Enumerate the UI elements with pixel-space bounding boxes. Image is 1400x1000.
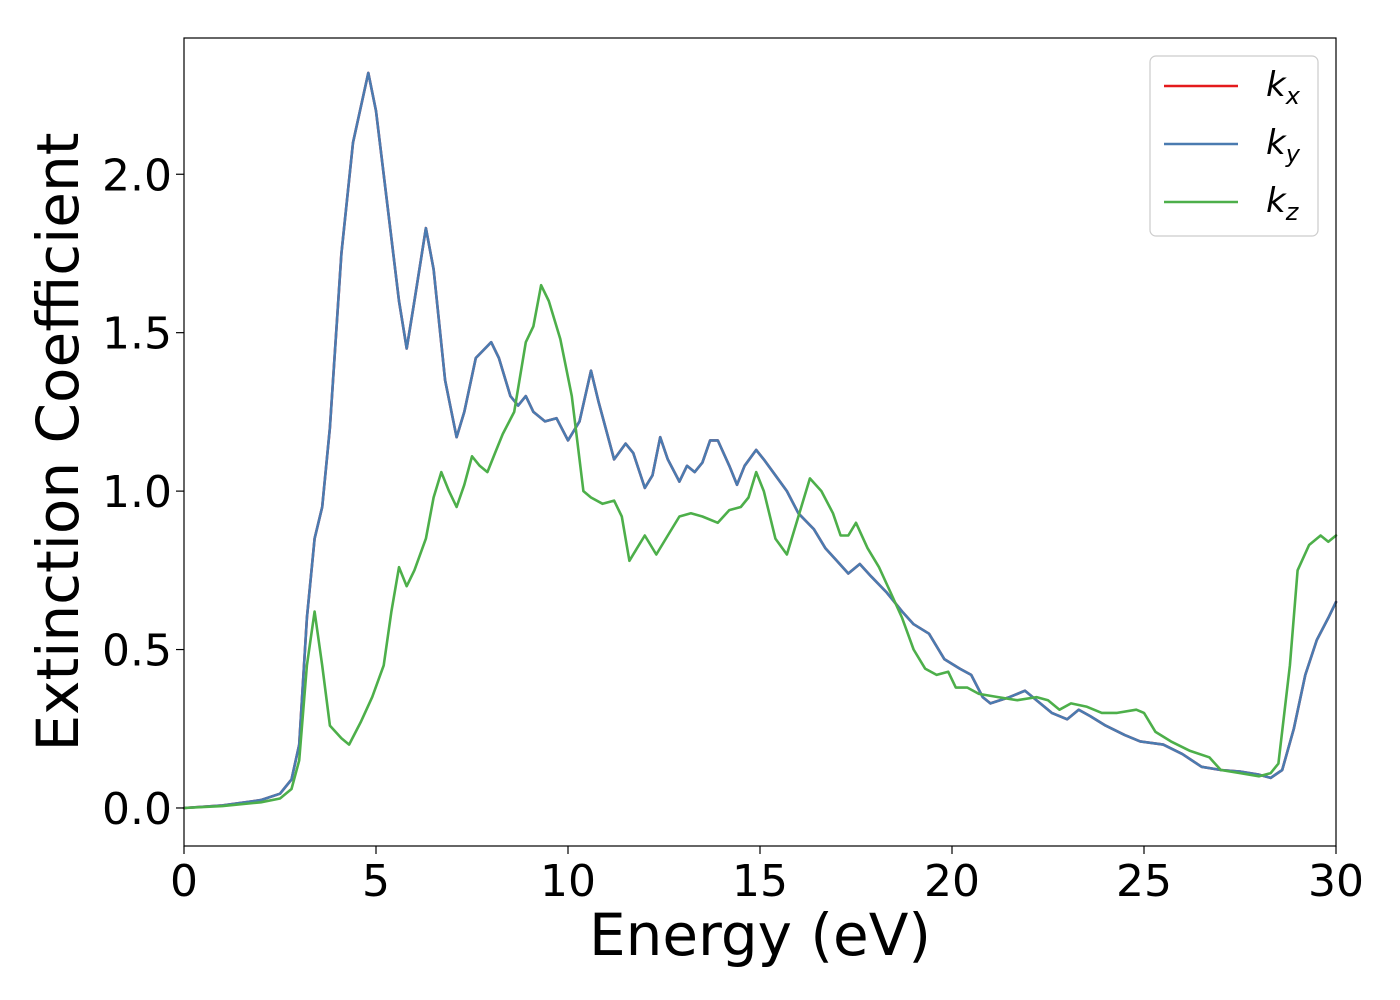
legend-label-kz: kz [1266, 181, 1300, 226]
x-ticks: 0 5 10 15 20 25 30 [170, 846, 1364, 907]
y-tick-label: 2.0 [102, 150, 172, 201]
y-tick-label: 1.0 [102, 467, 172, 518]
x-tick-label: 30 [1308, 856, 1364, 907]
x-tick-label: 5 [362, 856, 390, 907]
x-tick-label: 10 [540, 856, 596, 907]
y-ticks: 0.0 0.5 1.0 1.5 2.0 [102, 150, 184, 835]
y-axis-label: Extinction Coefficient [24, 133, 92, 752]
y-tick-label: 0.0 [102, 784, 172, 835]
x-axis-label: Energy (eV) [589, 901, 931, 969]
legend: kx ky kz [1149, 55, 1319, 237]
legend-label-ky: ky [1266, 123, 1301, 168]
y-tick-label: 0.5 [102, 626, 172, 677]
x-tick-label: 20 [924, 856, 980, 907]
legend-label-kx: kx [1266, 65, 1301, 110]
series-line-kz [182, 283, 1338, 810]
x-tick-label: 25 [1116, 856, 1172, 907]
series-layer [182, 71, 1338, 810]
y-tick-label: 1.5 [102, 309, 172, 360]
x-tick-label: 0 [170, 856, 198, 907]
series-line-ky [182, 71, 1338, 810]
legend-box [1149, 55, 1319, 237]
x-tick-label: 15 [732, 856, 788, 907]
